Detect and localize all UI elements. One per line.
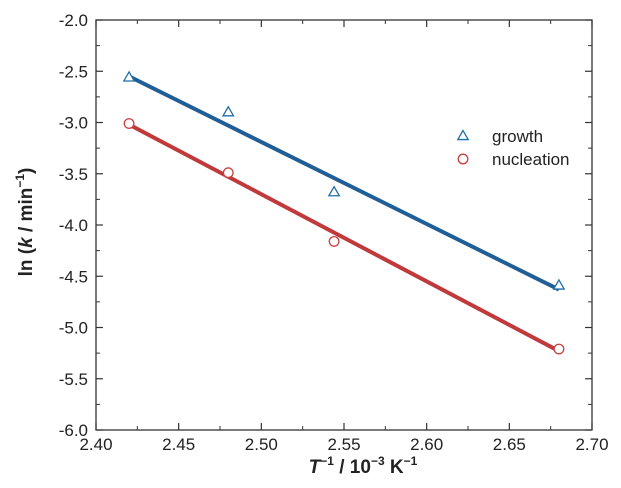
legend-nucleation-marker	[457, 153, 469, 165]
y-tick-label: -5.0	[59, 319, 88, 338]
plot-frame	[95, 19, 593, 431]
ticks-layer: 2.40 2.45 2.50 2.55 2.60 2.65 2.70 -6.0 -5.5 -5.0…	[59, 11, 609, 454]
growth-point	[122, 70, 136, 82]
y-tick-label: -4.0	[59, 216, 88, 235]
data-points	[122, 70, 566, 355]
y-tick-label: -3.5	[59, 165, 88, 184]
y-tick-label: -3.0	[59, 114, 88, 133]
growth-point	[327, 185, 341, 197]
x-tick-label: 2.70	[575, 435, 608, 454]
x-tick-label: 2.45	[162, 435, 195, 454]
fit-lines	[128, 74, 560, 353]
x-tick-label: 2.60	[410, 435, 443, 454]
nucleation-point	[553, 343, 565, 355]
y-tick-label: -2.0	[59, 11, 88, 30]
legend: growth nucleation	[456, 127, 570, 169]
y-tick-label: -4.5	[59, 267, 88, 286]
x-tick-label: 2.65	[493, 435, 526, 454]
x-tick-label: 2.40	[79, 435, 112, 454]
nucleation-point	[222, 167, 234, 179]
y-tick-label: -2.5	[59, 62, 88, 81]
growth-fit-line	[128, 74, 560, 292]
growth-point	[221, 105, 235, 117]
legend-growth-label: growth	[492, 127, 543, 146]
nucleation-point	[123, 118, 135, 129]
y-tick-label: -5.5	[59, 370, 88, 389]
y-tick-label: -6.0	[59, 421, 88, 440]
nucleation-fit-line	[128, 122, 560, 353]
legend-nucleation-label: nucleation	[492, 150, 570, 169]
nucleation-point	[328, 235, 340, 247]
x-tick-label: 2.55	[327, 435, 360, 454]
x-axis-title: T−1 / 10−3 K−1	[309, 454, 418, 478]
y-axis-title: ln (k / min−1)	[13, 168, 37, 277]
growth-point	[552, 278, 566, 290]
legend-growth-marker	[456, 129, 470, 141]
x-tick-label: 2.50	[245, 435, 278, 454]
